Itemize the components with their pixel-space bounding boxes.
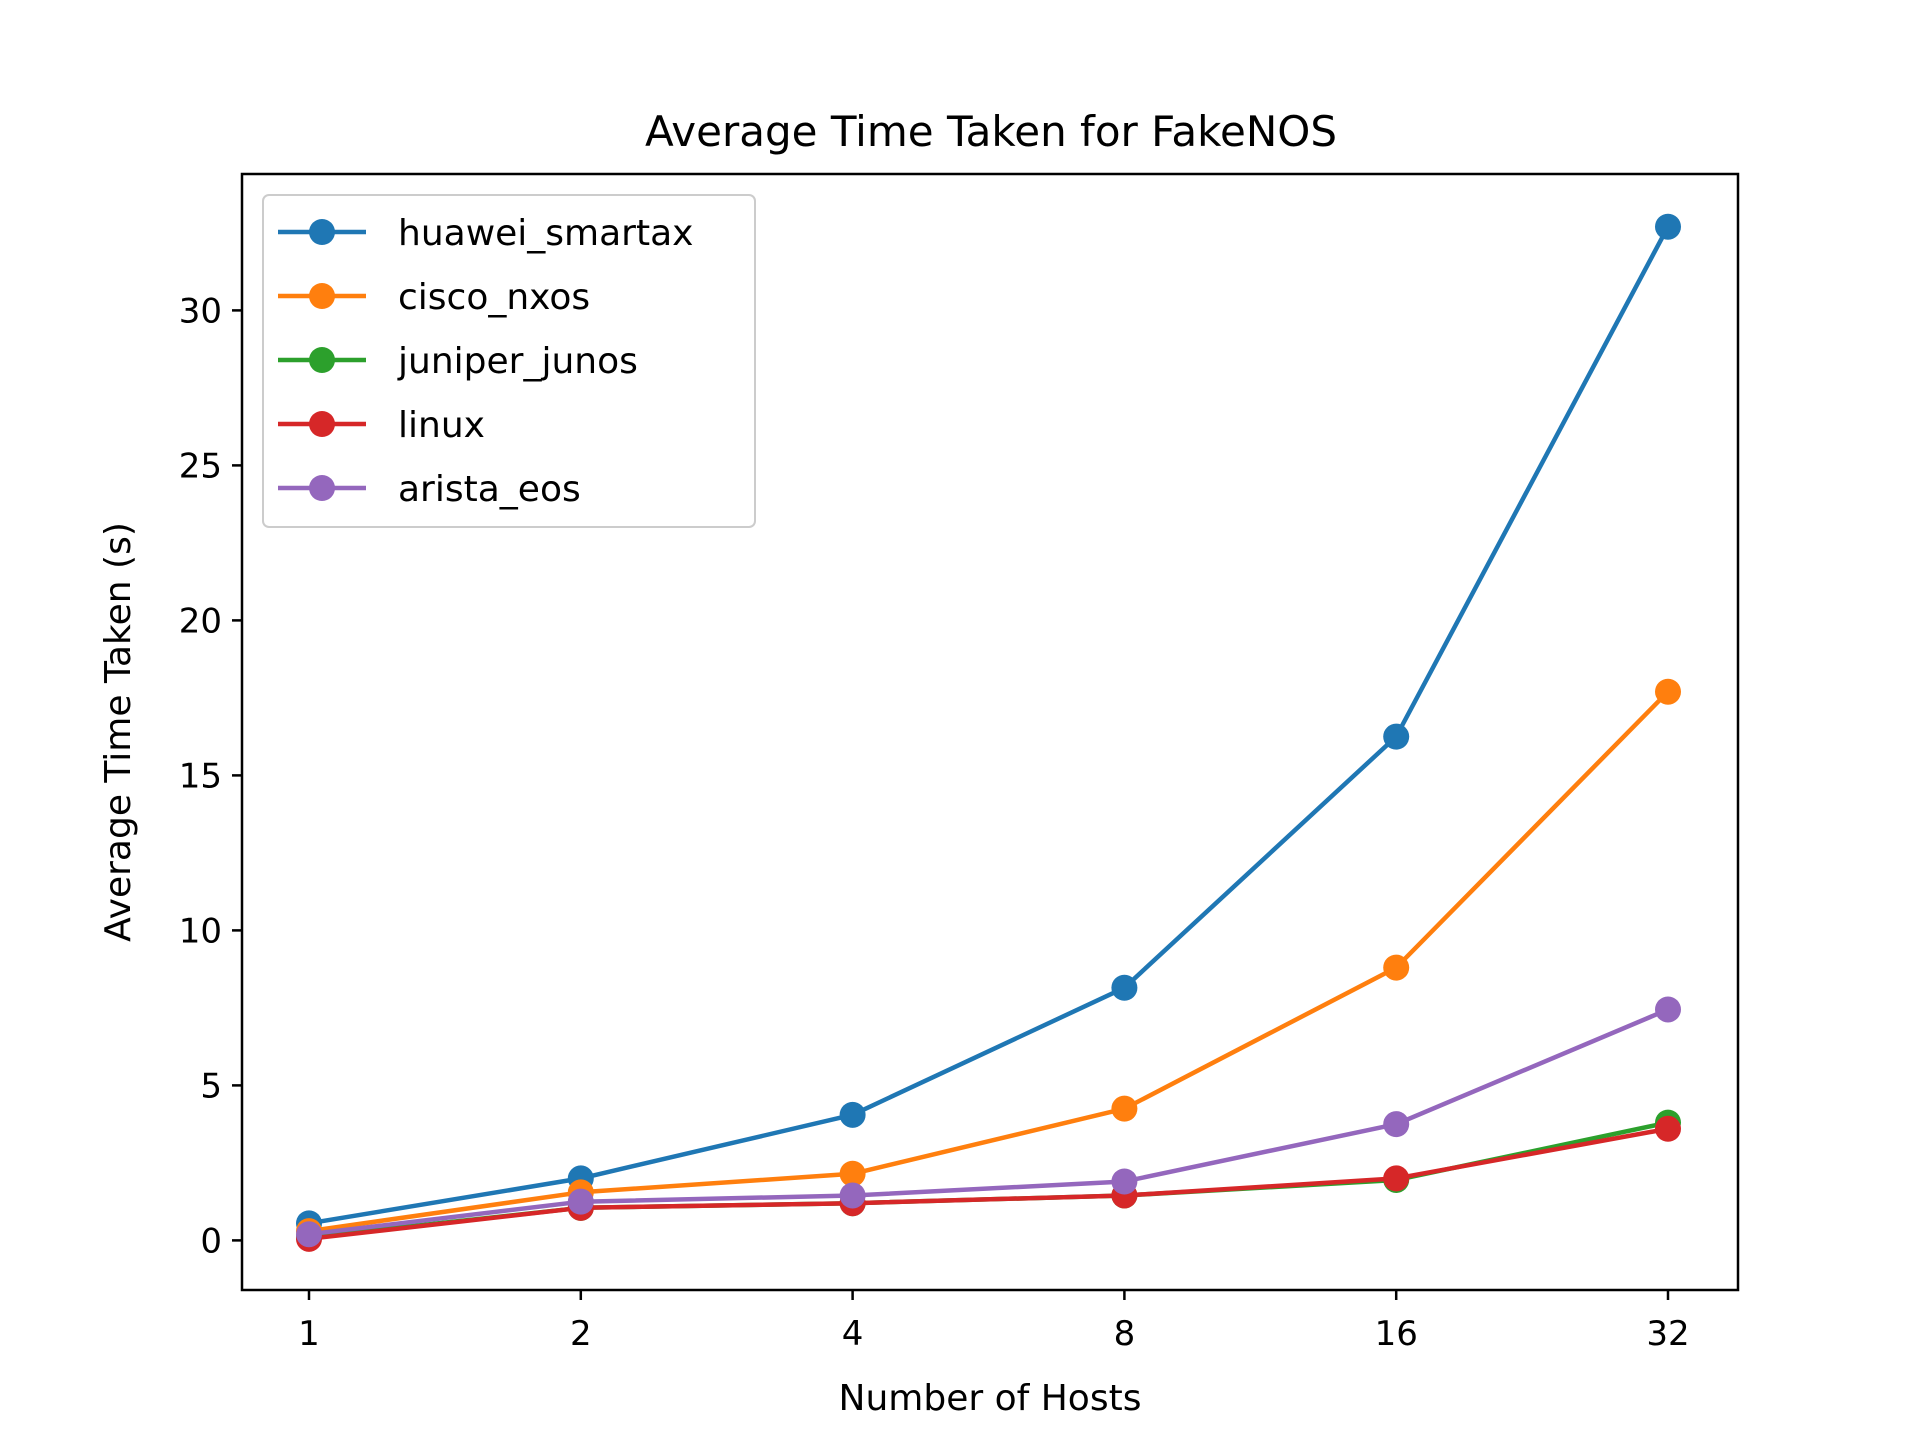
legend-label-linux: linux [398,405,485,446]
x-tick-label: 32 [1646,1314,1689,1354]
series-line-linux [308,1126,1669,1242]
data-point-arista_eos [567,1188,594,1215]
legend-label-cisco_nxos: cisco_nxos [398,277,590,318]
series-line-arista_eos [308,1007,1669,1237]
y-tick-label: 15 [179,756,222,796]
chart-title: Average Time Taken for FakeNOS [645,107,1337,156]
series-line-huawei_smartax [308,225,1670,1226]
data-point-huawei_smartax [1655,213,1681,240]
y-tick-label: 10 [179,911,222,951]
legend-marker-cisco_nxos [309,283,335,309]
series-line-cisco_nxos [308,690,1670,1234]
x-axis: 1 2 4 8 16 32 [298,1290,1690,1354]
y-tick-label: 25 [179,446,222,486]
series-layer [296,213,1681,1252]
legend-label-huawei_smartax: huawei_smartax [398,213,693,254]
legend-marker-juniper_junos [309,347,335,373]
legend-label-juniper_junos: juniper_junos [397,341,638,382]
data-point-arista_eos [1655,996,1681,1023]
y-tick-label: 5 [200,1066,222,1106]
y-tick-label: 30 [179,291,222,331]
data-point-cisco_nxos [1383,954,1410,981]
data-point-cisco_nxos [1655,678,1681,705]
legend-label-arista_eos: arista_eos [398,469,581,510]
data-point-arista_eos [839,1182,866,1209]
plot-area [240,172,1740,1292]
data-point-huawei_smartax [1111,974,1138,1001]
y-tick-label: 0 [200,1221,222,1261]
y-tick-label: 20 [179,601,222,641]
legend-marker-arista_eos [309,475,335,501]
data-point-linux [1655,1115,1681,1142]
x-tick-label: 8 [1114,1314,1136,1354]
legend-marker-huawei_smartax [309,219,335,245]
x-tick-label: 2 [570,1314,592,1354]
legend-marker-linux [309,411,335,437]
data-point-huawei_smartax [839,1101,866,1128]
data-point-huawei_smartax [1383,723,1410,750]
y-axis: 0 5 10 15 20 25 30 [179,291,242,1261]
x-tick-label: 4 [842,1314,864,1354]
y-axis-label: Average Time Taken (s) [98,522,139,942]
x-tick-label: 16 [1375,1314,1418,1354]
x-axis-label: Number of Hosts [839,1378,1142,1419]
data-point-cisco_nxos [839,1160,866,1187]
legend: huawei_smartax cisco_nxos juniper_junoslin… [262,194,756,528]
x-tick-label: 1 [298,1314,320,1354]
legend-box [262,194,756,528]
data-point-linux [1383,1165,1410,1192]
data-point-arista_eos [296,1221,322,1248]
data-point-arista_eos [1111,1168,1138,1195]
data-point-arista_eos [1383,1111,1410,1138]
data-point-cisco_nxos [1111,1095,1138,1122]
